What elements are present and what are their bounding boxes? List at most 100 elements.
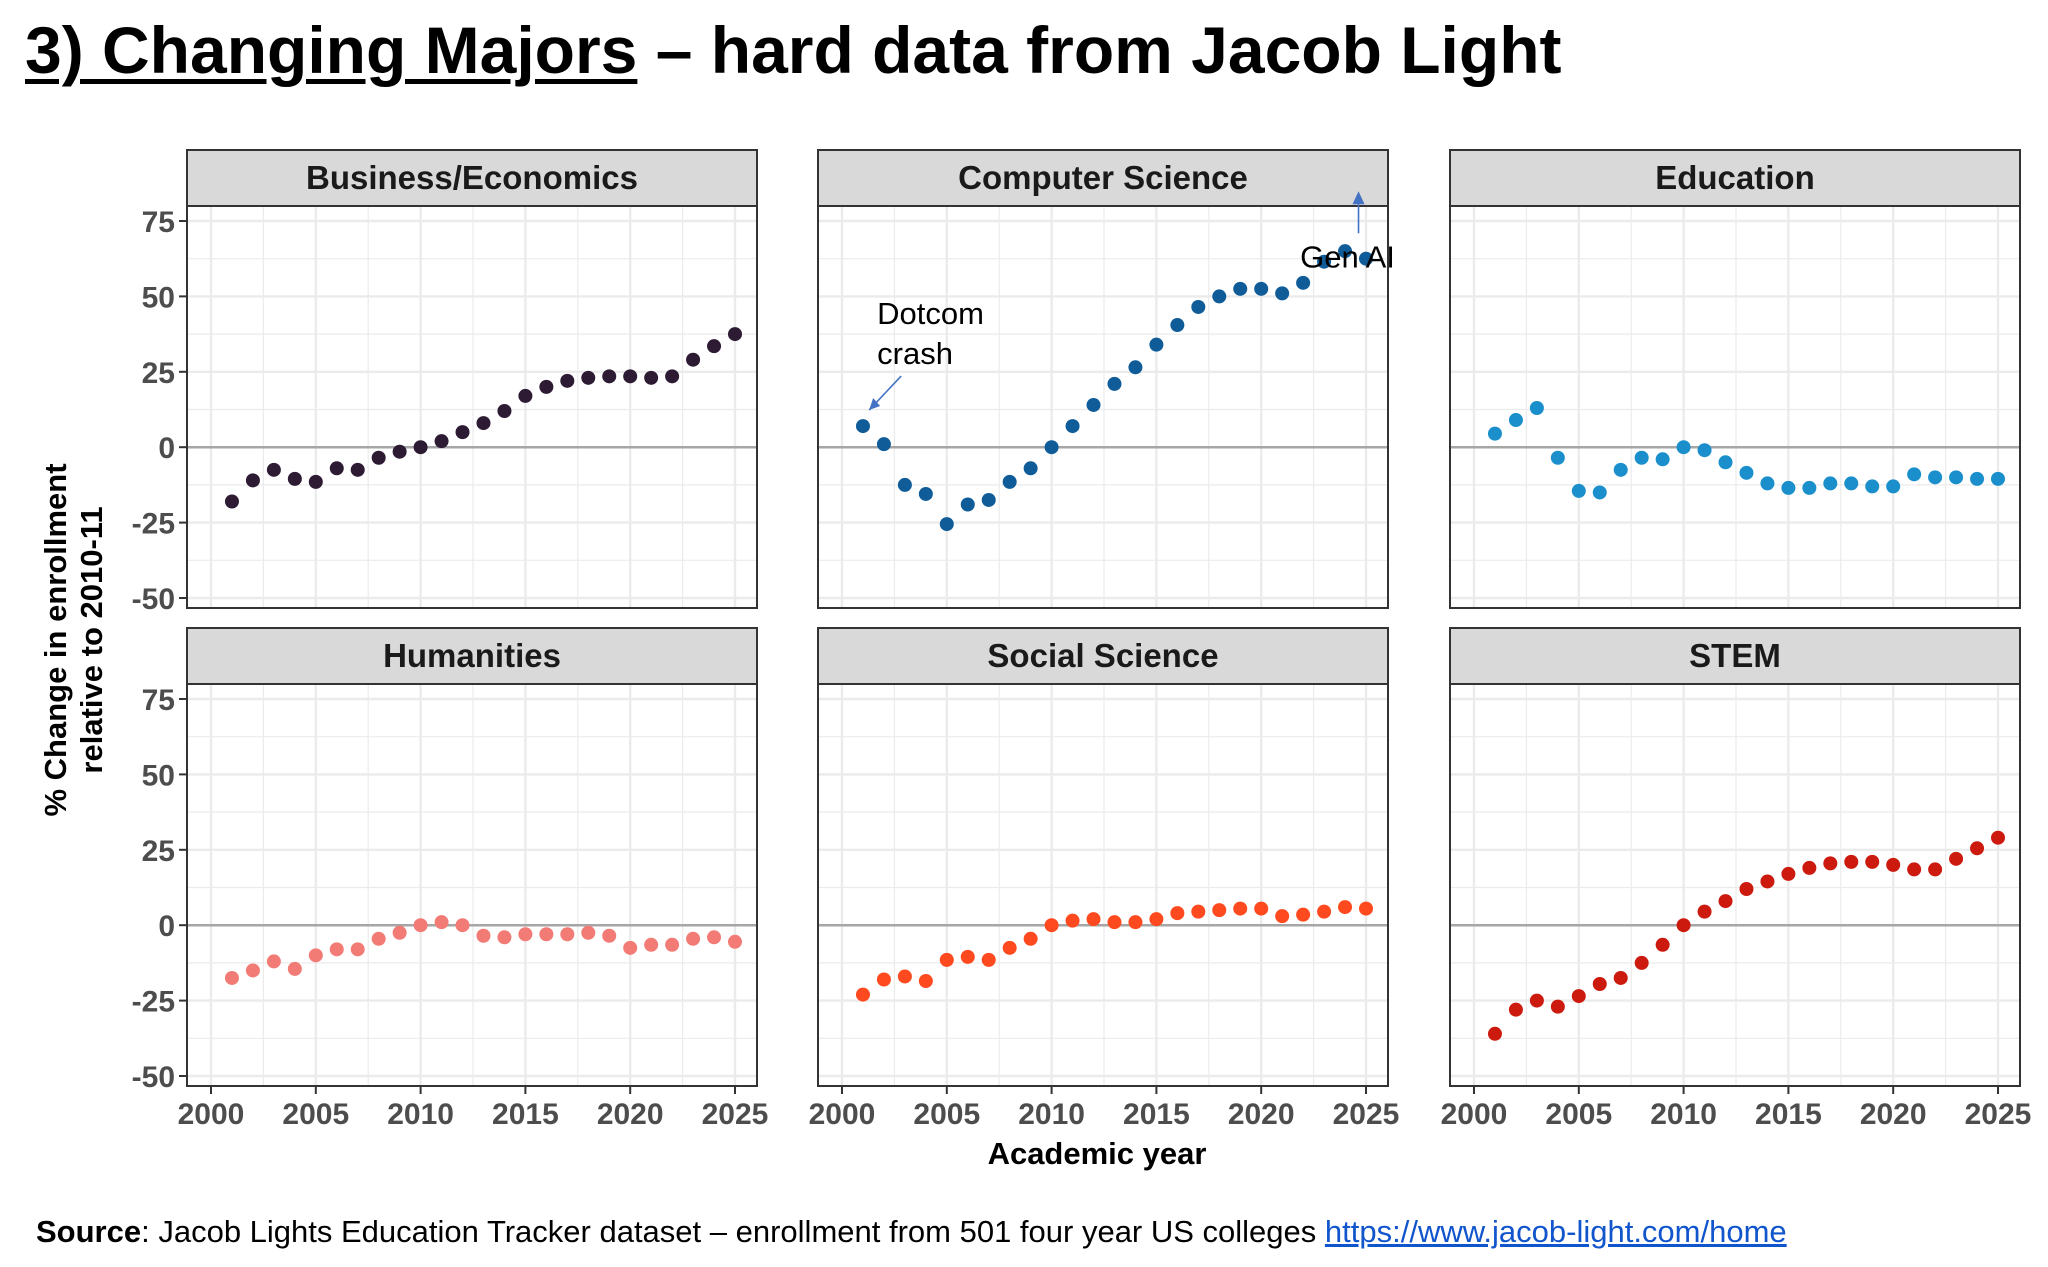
data-point [918, 973, 933, 988]
y-axis-label-line1: % Change in enrollment [38, 463, 73, 816]
y-axis-label-line2: relative to 2010-11 [74, 506, 109, 773]
data-point [1296, 907, 1311, 922]
data-point [602, 369, 617, 384]
y-tick-label: 25 [142, 835, 175, 868]
data-point [497, 404, 512, 419]
data-point [686, 931, 701, 946]
data-point [897, 477, 912, 492]
data-point [1865, 854, 1880, 869]
source-link[interactable]: https://www.jacob-light.com/home [1324, 1214, 1787, 1249]
facet-title: Computer Science [958, 159, 1248, 196]
data-point [1233, 901, 1248, 916]
data-point [1275, 286, 1290, 301]
data-point [1676, 440, 1691, 455]
facet-panel: STEM 2000 2005 2010 2015 2020 2025 [1441, 627, 2031, 1131]
annotation-dotcom-line2: crash [877, 336, 953, 371]
data-point [1739, 882, 1754, 897]
facet-strip [186, 149, 758, 207]
data-point [371, 450, 386, 465]
data-point [1359, 251, 1373, 266]
data-point [1254, 901, 1269, 916]
annotation-dotcom-line1: Dotcom [877, 296, 984, 331]
data-point [1487, 426, 1502, 441]
data-point [1128, 915, 1143, 930]
data-point [602, 928, 617, 943]
x-tick-label: 2025 [1333, 1098, 1400, 1131]
data-point [1865, 479, 1880, 494]
data-point [1296, 275, 1311, 290]
data-point [1634, 450, 1649, 465]
data-point [1802, 480, 1817, 495]
x-tick-label: 2005 [913, 1098, 980, 1131]
data-point [560, 927, 575, 942]
y-tick-label: -25 [132, 508, 175, 541]
data-point [287, 961, 302, 976]
facet-title: Education [1655, 159, 1815, 196]
facet-title: STEM [1689, 637, 1781, 674]
y-tick-label: 50 [142, 759, 175, 792]
facet-strip [186, 627, 758, 685]
data-point [1023, 461, 1038, 476]
y-axis-label: % Change in enrollmentrelative to 2010-1… [38, 463, 109, 816]
data-point [876, 972, 891, 987]
data-point [413, 918, 428, 933]
data-point [245, 963, 260, 978]
data-point [1170, 906, 1185, 921]
data-point [1592, 485, 1607, 500]
panel-border [817, 683, 1389, 1087]
data-point [1338, 244, 1353, 259]
x-tick-label: 2010 [387, 1098, 454, 1131]
data-point [581, 925, 596, 940]
data-point [455, 918, 470, 933]
data-point [329, 461, 344, 476]
data-point [1781, 480, 1796, 495]
data-point [287, 471, 302, 486]
data-point [1697, 904, 1712, 919]
x-tick-label: 2015 [1123, 1098, 1190, 1131]
data-point [1613, 462, 1628, 477]
data-point [1487, 1026, 1502, 1041]
data-point [1317, 904, 1332, 919]
data-point [350, 942, 365, 957]
facet-panel: Business/Economics 75 50 25 0 -25 -50 [132, 149, 758, 616]
x-tick-label: 2015 [1755, 1098, 1822, 1131]
data-point [1107, 376, 1122, 391]
data-point [1655, 452, 1670, 467]
data-point [1149, 337, 1164, 352]
data-point [1928, 862, 1943, 877]
data-point [1212, 903, 1227, 918]
panel-border [186, 205, 758, 609]
facet-panel: Social Science 2000 2005 2010 2015 2020 2025 [809, 627, 1400, 1131]
data-point [560, 373, 575, 388]
data-point [1338, 900, 1353, 915]
data-point [665, 369, 680, 384]
facet-strip [1449, 627, 2021, 685]
data-point [1613, 970, 1628, 985]
data-point [539, 379, 554, 394]
data-point [1359, 901, 1373, 916]
data-point [1886, 479, 1901, 494]
data-point [1044, 918, 1059, 933]
data-point [224, 970, 239, 985]
data-point [497, 930, 512, 945]
data-point [855, 419, 870, 434]
data-point [855, 987, 870, 1002]
slide-title-rest: – hard data from Jacob Light [637, 13, 1562, 87]
panel-border [1449, 683, 2021, 1087]
annotation-arrowhead [1352, 191, 1365, 205]
x-tick-label: 2020 [597, 1098, 664, 1131]
y-tick-label: -50 [132, 583, 175, 616]
data-point [1065, 913, 1080, 928]
y-tick-label: 25 [142, 357, 175, 390]
data-point [224, 494, 239, 509]
data-point [350, 462, 365, 477]
data-point [266, 954, 281, 969]
x-axis-label: Academic year [988, 1136, 1207, 1171]
data-point [1529, 993, 1544, 1008]
source-text: : Jacob Lights Education Tracker dataset… [141, 1214, 1325, 1249]
data-point [434, 915, 449, 930]
data-point [476, 416, 491, 431]
data-point [329, 942, 344, 957]
data-point [1254, 281, 1269, 296]
data-point [918, 486, 933, 501]
